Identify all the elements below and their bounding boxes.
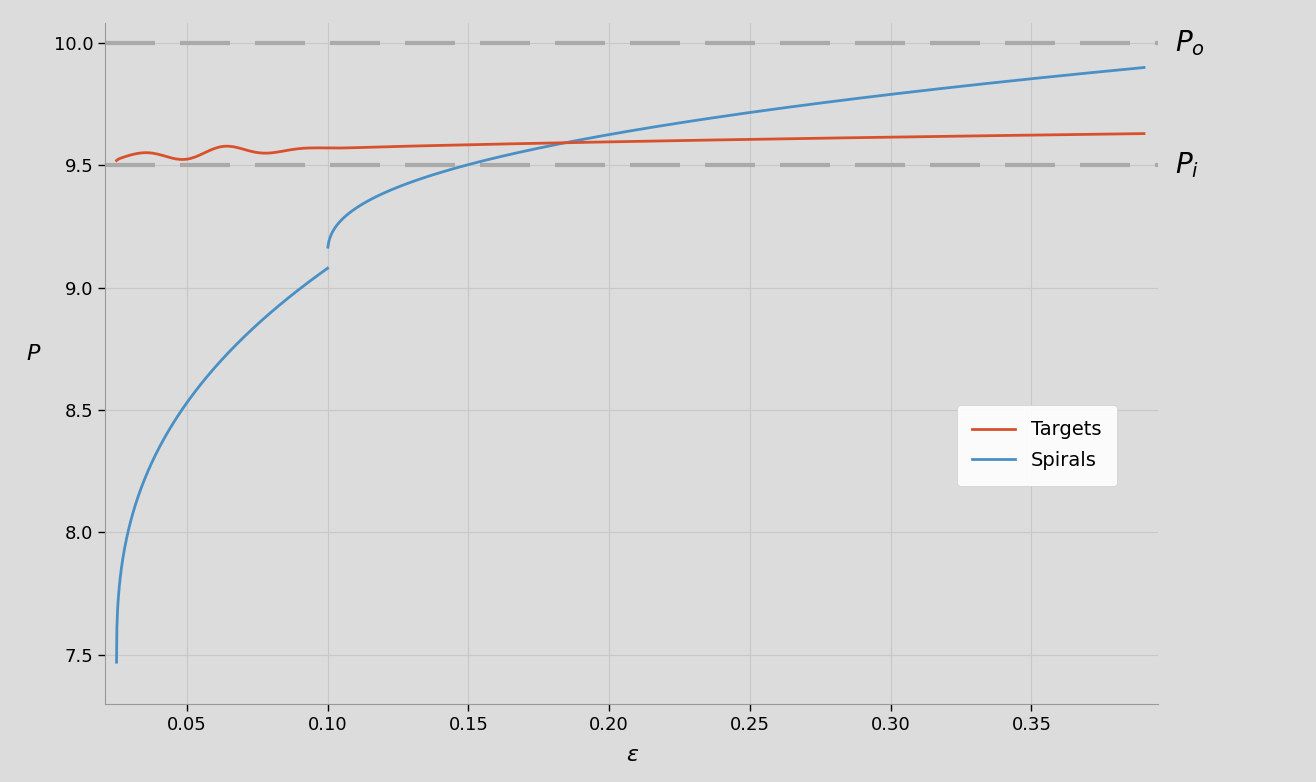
Legend: Targets, Spirals: Targets, Spirals — [957, 405, 1117, 486]
X-axis label: ε: ε — [625, 744, 638, 765]
Text: $P_i$: $P_i$ — [1175, 150, 1199, 181]
Text: $P_o$: $P_o$ — [1175, 28, 1204, 58]
Y-axis label: P: P — [26, 343, 39, 364]
